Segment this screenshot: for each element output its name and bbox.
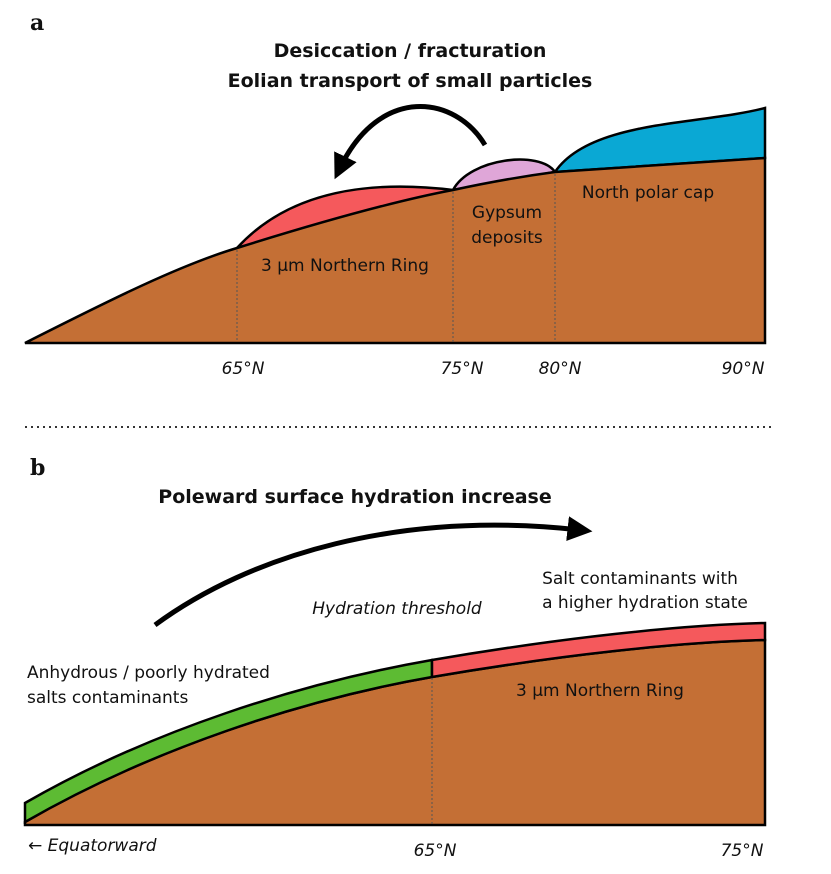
region-label: Gypsum	[472, 203, 542, 223]
red-band	[430, 621, 767, 679]
title: Eolian transport of small particles	[228, 70, 593, 92]
region-label: 3 µm Northern Ring	[516, 681, 684, 701]
region-label: salts contaminants	[27, 688, 188, 708]
region-label: a higher hydration state	[542, 593, 748, 613]
polar-cap	[552, 106, 767, 174]
region-label: North polar cap	[582, 183, 714, 203]
latitude: 80°N	[539, 359, 582, 379]
title: Desiccation / fracturation	[274, 40, 547, 62]
latitude: 75°N	[441, 359, 484, 379]
gypsum	[450, 158, 558, 192]
arrow	[153, 516, 593, 628]
threshold-label: Hydration threshold	[312, 599, 482, 619]
panel-label: a	[30, 10, 44, 36]
latitude: 65°N	[414, 841, 457, 861]
region-label: Anhydrous / poorly hydrated	[27, 663, 270, 683]
latitude: 65°N	[222, 359, 265, 379]
latitude: 75°N	[721, 841, 764, 861]
latitude: 90°N	[722, 359, 765, 379]
panel-label: b	[30, 455, 45, 481]
arrow	[334, 104, 488, 180]
ground	[24, 156, 767, 345]
region-label: Salt contaminants with	[542, 569, 738, 589]
direction-label: ← Equatorward	[28, 836, 157, 856]
region-label: 3 µm Northern Ring	[261, 256, 429, 276]
region-label: deposits	[471, 228, 543, 248]
title: Poleward surface hydration increase	[158, 486, 551, 508]
